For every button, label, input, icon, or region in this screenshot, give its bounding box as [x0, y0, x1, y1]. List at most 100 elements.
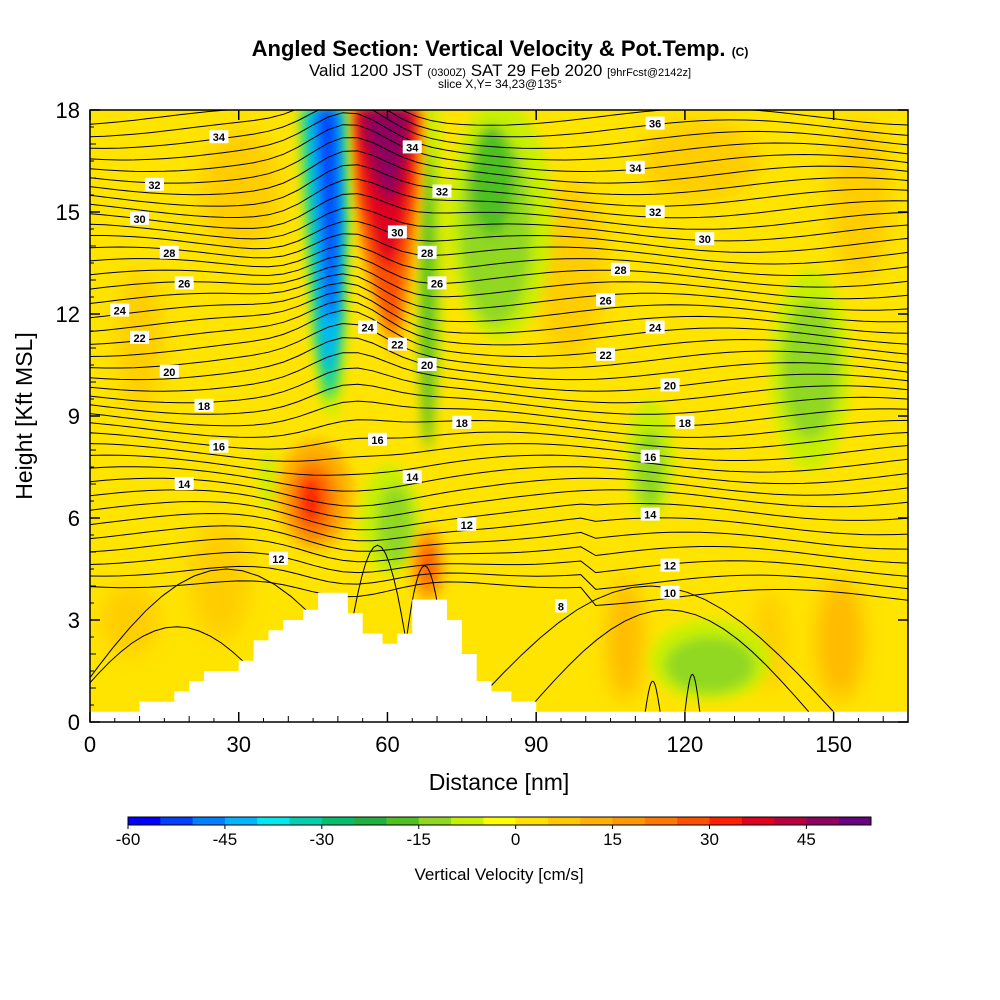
colorbar-swatch — [547, 817, 581, 825]
contour-label: 14 — [406, 472, 419, 484]
contour-label: 30 — [133, 214, 145, 226]
contour-label: 14 — [178, 479, 191, 491]
y-tick-label: 18 — [56, 98, 80, 123]
terrain-mask — [90, 592, 908, 723]
contour-label-bg — [640, 507, 660, 521]
colorbar-swatch — [806, 817, 840, 825]
colorbar-swatch — [774, 817, 807, 825]
contour-label-bg — [159, 245, 179, 259]
downdraft-core — [298, 110, 350, 420]
contour-label-bg — [645, 320, 665, 334]
contour-label: 24 — [649, 323, 662, 335]
contour-label-bg — [387, 337, 407, 351]
colorbar-swatch — [515, 817, 549, 825]
colorbar-swatch — [160, 817, 194, 825]
colorbar-swatch — [483, 817, 517, 825]
colorbar-ticks: -60 -45 -30 -15 0 15 30 45 — [116, 825, 816, 849]
contour-label: 14 — [644, 510, 657, 522]
forecast-info: [9hrFcst@2142z] — [607, 67, 692, 79]
contour-label: 34 — [213, 132, 226, 144]
x-tick-label: 30 — [226, 732, 250, 757]
downdraft-regions — [260, 110, 850, 700]
colorbar-tick-label: 0 — [511, 830, 520, 849]
contour-label: 18 — [679, 418, 691, 430]
contour-label: 12 — [461, 520, 473, 532]
chart-title: Angled Section: Vertical Velocity & Pot.… — [0, 36, 1000, 62]
colorbar-frame — [127, 816, 872, 826]
contour-label-bg — [130, 330, 150, 344]
contour-label-bg — [159, 364, 179, 378]
colorbar-swatch — [354, 817, 387, 825]
contour-label: 34 — [629, 163, 642, 175]
colorbar-tick-label: -15 — [406, 830, 431, 849]
contour-label: 30 — [699, 234, 711, 246]
contour-label-bg — [640, 449, 660, 463]
contour-label-bg — [417, 245, 437, 259]
colorbar-swatch — [418, 817, 452, 825]
colorbar-tick-label: 30 — [700, 830, 719, 849]
contour-label: 22 — [133, 333, 145, 345]
colorbar-title: Vertical Velocity [cm/s] — [414, 865, 583, 884]
y-axis-title: Height [Kft MSL] — [11, 332, 37, 499]
contour-label-bg — [610, 262, 630, 276]
colorbar-swatch — [612, 817, 646, 825]
contour-label-bg — [144, 177, 164, 191]
chart-title-text: Angled Section: Vertical Velocity & Pot.… — [251, 36, 726, 61]
contour-label-bg — [194, 398, 214, 412]
contour-label: 34 — [406, 142, 419, 154]
contour-label-bg — [432, 184, 452, 198]
colorbar-swatch — [580, 817, 614, 825]
colorbar-swatch — [289, 817, 323, 825]
colorbar-swatch — [677, 817, 710, 825]
contour-label-bg — [660, 378, 680, 392]
colorbar-swatch — [741, 817, 775, 825]
contour-label-bg — [660, 585, 680, 599]
colorbar — [127, 816, 872, 826]
contour-label-bg — [268, 551, 288, 565]
contour-label: 20 — [421, 360, 433, 372]
colorbar-tick-label: -60 — [116, 830, 141, 849]
valid-time: Valid 1200 JST — [308, 61, 423, 80]
contour-label-bg — [660, 558, 680, 572]
contour-label-bg — [596, 347, 616, 361]
y-tick-label: 3 — [68, 608, 80, 633]
contour-label-bg — [402, 470, 422, 484]
contour-label: 32 — [436, 187, 448, 199]
contour-label-bg — [209, 439, 229, 453]
colorbar-swatch — [128, 817, 161, 825]
contour-label: 26 — [599, 295, 611, 307]
contour-label: 20 — [664, 380, 676, 392]
colorbar-swatch — [709, 817, 743, 825]
contour-label: 28 — [421, 248, 433, 260]
contour-label-bg — [596, 293, 616, 307]
contour-label-bg — [130, 211, 150, 225]
contour-lines — [90, 110, 908, 713]
contour-labels: 34 32 30 28 26 24 22 20 18 16 14 12 34 32 30 28 26 24 22 20… — [110, 116, 715, 613]
contour-label: 26 — [431, 278, 443, 290]
contour-label-bg — [358, 320, 378, 334]
contour-label-bg — [174, 276, 194, 290]
colorbar-tick-label: -45 — [213, 830, 238, 849]
contour-label-bg — [452, 415, 472, 429]
y-tick-label: 15 — [56, 200, 80, 225]
contour-label-bg — [110, 303, 130, 317]
x-axis-title: Distance [nm] — [429, 769, 570, 795]
colorbar-swatch — [321, 817, 355, 825]
contour-label-bg — [645, 205, 665, 218]
x-tick-label: 0 — [84, 732, 96, 757]
x-axis-ticks: 0 30 60 90 120 150 — [84, 110, 884, 757]
contour-label: 32 — [649, 207, 661, 219]
colorbar-tick-label: -30 — [310, 830, 335, 849]
contour-label: 18 — [198, 401, 210, 413]
colorbar-swatch — [644, 817, 678, 825]
contour-label: 12 — [272, 554, 284, 566]
y-tick-label: 6 — [68, 506, 80, 531]
contour-label-bg — [695, 232, 715, 246]
contour-label-bg — [554, 599, 567, 613]
contour-label: 20 — [163, 367, 175, 379]
copyright-mark: (C) — [731, 45, 749, 59]
colorbar-swatch — [192, 817, 226, 825]
velocity-field: 34 32 30 28 26 24 22 20 18 16 14 12 34 32 30 28 26 24 22 20… — [90, 110, 908, 722]
